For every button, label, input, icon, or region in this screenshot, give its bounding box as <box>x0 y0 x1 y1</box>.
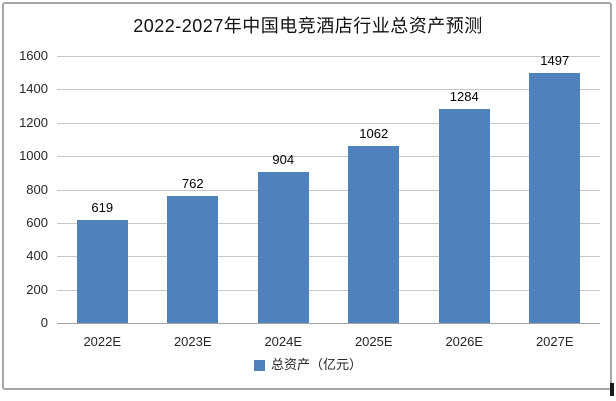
gridline <box>57 156 600 157</box>
x-tick-label: 2025E <box>354 334 393 349</box>
y-tick-label: 1400 <box>19 81 48 96</box>
gridline <box>57 123 600 124</box>
bar <box>438 108 490 323</box>
y-tick-label: 1200 <box>19 115 48 130</box>
gridline <box>57 256 600 257</box>
y-tick-label: 600 <box>26 215 48 230</box>
bar-value-label: 1497 <box>540 53 570 69</box>
artifact-mark <box>610 383 614 396</box>
bar-value-label: 1062 <box>359 125 389 141</box>
bar <box>76 219 128 323</box>
x-axis-line <box>57 323 600 324</box>
x-tick-label: 2023E <box>173 334 212 349</box>
y-tick-label: 1600 <box>19 48 48 63</box>
y-tick-label: 400 <box>26 248 48 263</box>
y-tick-label: 1000 <box>19 148 48 163</box>
gridline <box>57 223 600 224</box>
gridline <box>57 290 600 291</box>
x-tick-label: 2022E <box>83 334 122 349</box>
y-tick-label: 800 <box>26 182 48 197</box>
x-tick-label: 2024E <box>264 334 303 349</box>
legend-label: 总资产（亿元） <box>270 357 362 372</box>
x-tick-label: 2026E <box>445 334 484 349</box>
legend: 总资产（亿元） <box>0 357 616 373</box>
bar-value-label: 762 <box>181 175 204 191</box>
bar <box>167 195 219 323</box>
x-tick-label: 2027E <box>535 334 574 349</box>
legend-marker-icon <box>253 359 265 371</box>
gridline <box>57 190 600 191</box>
bar <box>257 172 309 323</box>
bar-value-label: 904 <box>272 152 295 168</box>
gridline <box>57 89 600 90</box>
y-tick-label: 200 <box>26 282 48 297</box>
gridline <box>57 56 600 57</box>
bar <box>348 145 400 323</box>
y-tick-label: 0 <box>40 315 48 330</box>
bar <box>529 73 581 323</box>
bar-value-label: 1284 <box>449 88 479 104</box>
bar-value-label: 619 <box>91 199 114 215</box>
chart-title: 2022-2027年中国电竞酒店行业总资产预测 <box>133 16 483 36</box>
